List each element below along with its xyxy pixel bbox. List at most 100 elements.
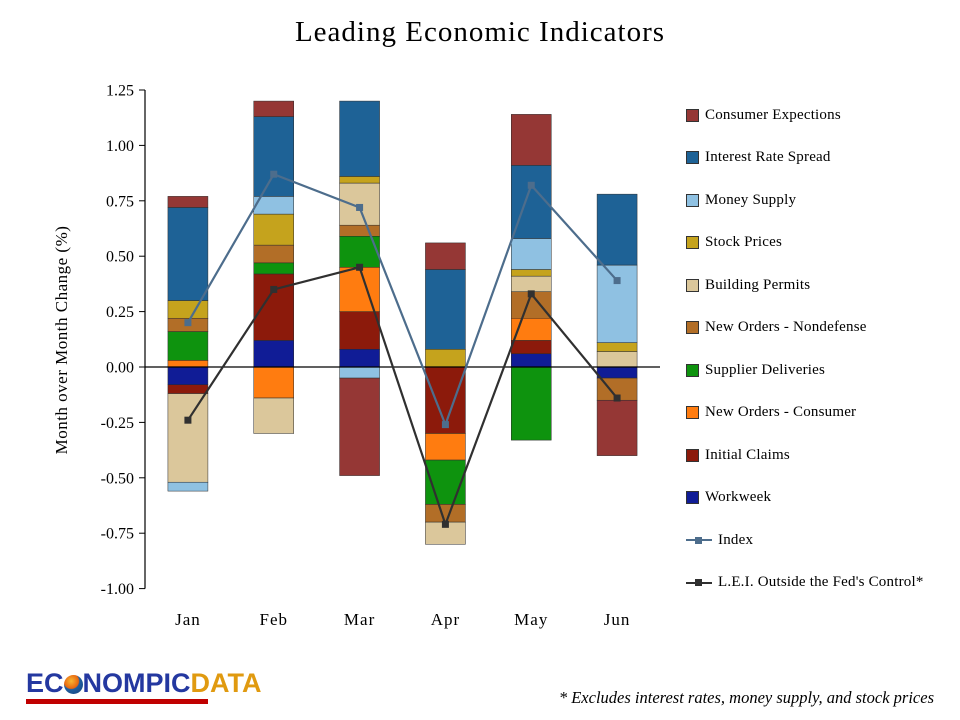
globe-icon: [63, 675, 83, 694]
bar-segment: [511, 366, 552, 441]
legend-line-marker: [686, 576, 712, 589]
bar-segment: [596, 264, 638, 343]
legend-item: Stock Prices: [686, 231, 924, 255]
bar-segment: [511, 114, 552, 166]
lei-line-marker: [184, 416, 192, 424]
legend-item: Initial Claims: [686, 443, 924, 467]
legend-label: Supplier Deliveries: [705, 361, 826, 378]
bar-segment: [253, 213, 294, 246]
legend-item: Supplier Deliveries: [686, 358, 924, 382]
legend-label: Workweek: [705, 489, 772, 505]
bar-segment: [167, 384, 209, 394]
bar-segment: [167, 207, 209, 301]
lei-line-marker: [441, 520, 449, 528]
y-tick-label: -0.25: [101, 415, 134, 432]
bar-segment: [339, 176, 380, 184]
x-tick-label: Jun: [604, 610, 631, 629]
bar-segment: [167, 393, 209, 483]
legend-label: Consumer Expections: [705, 106, 841, 123]
legend-swatch: [686, 363, 699, 377]
bar-segment: [167, 366, 209, 385]
footnote: * Excludes interest rates, money supply,…: [558, 688, 934, 707]
legend-label: New Orders - Consumer: [705, 404, 857, 420]
bar-segment: [425, 349, 466, 368]
bar-segment: [596, 351, 638, 368]
y-tick-label: 0.50: [106, 249, 134, 266]
legend-label: Stock Prices: [705, 234, 782, 250]
logo-prefix: EC: [26, 668, 64, 698]
bar-segment: [339, 311, 380, 350]
bar-segment: [596, 366, 638, 379]
legend-item: L.E.I. Outside the Fed's Control*: [686, 571, 924, 595]
index-line-marker: [356, 203, 364, 211]
legend-swatch: [686, 321, 699, 334]
economopic-logo: EC NOMPICDATA: [26, 668, 262, 704]
bar-segment: [167, 331, 209, 361]
y-tick-label: -0.50: [101, 470, 134, 487]
legend-label: Building Permits: [705, 276, 811, 293]
bar-segment: [253, 397, 294, 434]
legend-label: Interest Rate Spread: [705, 149, 831, 165]
legend-item: Index: [686, 528, 924, 552]
logo-text: EC NOMPICDATA: [26, 668, 262, 698]
legend-label: New Orders - Nondefense: [705, 319, 867, 335]
logo-suffix: DATA: [190, 668, 262, 698]
legend-swatch: [686, 193, 699, 207]
legend-swatch: [686, 151, 699, 164]
y-tick-label: 0.00: [106, 360, 134, 377]
bar-segment: [167, 481, 209, 492]
bar-segment: [167, 360, 209, 368]
lei-line-marker: [270, 285, 278, 293]
bar-segment: [253, 340, 294, 368]
legend-label: Initial Claims: [705, 446, 790, 463]
bar-segment: [425, 433, 466, 461]
legend-label: Index: [718, 531, 754, 548]
index-line-marker: [441, 421, 449, 429]
legend-swatch: [686, 491, 699, 504]
bar-segment: [339, 267, 380, 312]
bar-segment: [511, 275, 552, 292]
bar-segment: [511, 269, 552, 277]
legend-swatch: [686, 236, 699, 249]
legend-label: Money Supply: [705, 191, 797, 208]
bar-segment: [339, 349, 380, 368]
lei-line-marker: [527, 290, 535, 298]
bar-segment: [167, 196, 209, 208]
y-tick-label: 1.25: [106, 83, 134, 100]
index-line-marker: [613, 277, 621, 285]
bar-segment: [596, 399, 638, 456]
x-tick-label: Mar: [344, 610, 375, 629]
bar-segment: [425, 504, 466, 523]
index-line-marker: [527, 181, 535, 189]
x-tick-label: Feb: [260, 610, 289, 629]
y-tick-label: 1.00: [106, 138, 134, 155]
y-tick-label: -1.00: [101, 581, 134, 598]
y-tick-label: 0.75: [106, 193, 134, 210]
legend-swatch: [686, 278, 699, 292]
bar-segment: [511, 353, 552, 368]
index-line-marker: [184, 319, 192, 327]
bar-segment: [339, 224, 380, 237]
legend-line-marker: [686, 534, 712, 547]
bar-segment: [425, 269, 466, 350]
legend-item: Consumer Expections: [686, 103, 924, 127]
bar-segment: [596, 342, 638, 352]
lei-line-marker: [613, 394, 621, 402]
legend-label: L.E.I. Outside the Fed's Control*: [718, 574, 924, 590]
legend-item: New Orders - Nondefense: [686, 316, 924, 340]
x-tick-label: Jan: [175, 610, 201, 629]
bar-segment: [253, 100, 294, 117]
bar-segment: [253, 244, 294, 264]
bar-segment: [511, 238, 552, 270]
logo-underline: [26, 699, 208, 704]
legend-item: Workweek: [686, 486, 924, 510]
bar-segment: [167, 300, 209, 319]
x-tick-label: Apr: [431, 610, 460, 629]
legend-item: Interest Rate Spread: [686, 146, 924, 170]
legend-item: New Orders - Consumer: [686, 401, 924, 425]
bar-segment: [253, 273, 294, 341]
legend-item: Building Permits: [686, 273, 924, 297]
bar-segment: [511, 165, 552, 239]
